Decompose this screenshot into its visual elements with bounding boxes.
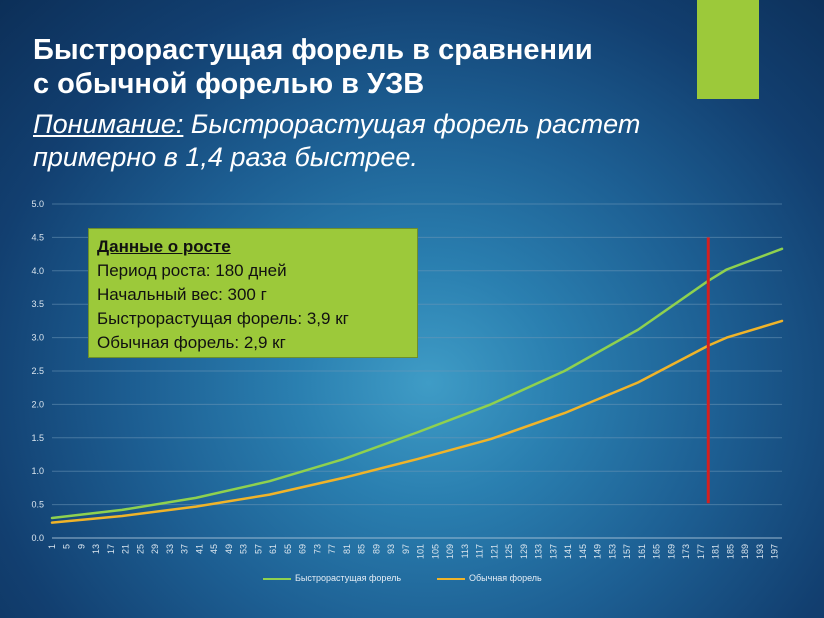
x-tick-label: 69 (298, 544, 308, 554)
x-tick-label: 177 (696, 544, 706, 559)
x-tick-label: 161 (637, 544, 647, 559)
legend-item-normal: Обычная форель (437, 571, 542, 585)
y-tick-label: 3.0 (31, 333, 44, 343)
series-line-fast (50, 247, 784, 520)
x-tick-label: 17 (106, 544, 116, 554)
x-tick-label: 137 (548, 544, 558, 559)
legend-swatch-fast (263, 577, 291, 580)
x-tick-label: 81 (342, 544, 352, 554)
x-tick-label: 73 (312, 544, 322, 554)
info-box-line-fast-weight: Быстрорастущая форель: 3,9 кг (97, 309, 349, 328)
x-tick-label: 165 (652, 544, 662, 559)
x-tick-label: 1 (47, 544, 57, 549)
x-tick-label: 53 (239, 544, 249, 554)
y-tick-label: 3.5 (31, 299, 44, 309)
x-tick-label: 45 (209, 544, 219, 554)
x-tick-label: 193 (755, 544, 765, 559)
y-tick-label: 2.0 (31, 399, 44, 409)
info-box-line-normal-weight: Обычная форель: 2,9 кг (97, 333, 286, 352)
legend-item-fast: Быстрорастущая форель (263, 571, 401, 585)
x-tick-label: 181 (711, 544, 721, 559)
info-box-heading: Данные о росте (97, 237, 231, 256)
x-tick-label: 125 (504, 544, 514, 559)
info-box-line-period: Период роста: 180 дней (97, 261, 287, 280)
y-tick-label: 0.5 (31, 500, 44, 510)
x-tick-label: 93 (386, 544, 396, 554)
x-tick-label: 85 (357, 544, 367, 554)
x-tick-label: 145 (578, 544, 588, 559)
slide-title-line-1: Быстрорастущая форель в сравнении (33, 34, 593, 66)
x-tick-label: 49 (224, 544, 234, 554)
x-tick-label: 101 (416, 544, 426, 559)
x-tick-label: 57 (253, 544, 263, 554)
y-tick-label: 5.0 (31, 199, 44, 209)
x-tick-label: 113 (460, 544, 470, 558)
x-tick-label: 173 (681, 544, 691, 559)
x-tick-label: 97 (401, 544, 411, 554)
x-tick-label: 133 (534, 544, 544, 559)
slide-title-line-2: с обычной форелью в УЗВ (33, 68, 425, 100)
x-tick-label: 157 (622, 544, 632, 559)
x-tick-label: 185 (725, 544, 735, 559)
y-tick-label: 4.0 (31, 266, 44, 276)
x-tick-label: 149 (593, 544, 603, 559)
subtitle-label: Понимание: (33, 109, 184, 139)
x-tick-label: 141 (563, 544, 573, 559)
legend-swatch-normal (437, 577, 465, 580)
x-tick-label: 9 (76, 544, 86, 549)
accent-block (697, 0, 759, 99)
growth-info-box: Данные о росте Период роста: 180 дней На… (88, 228, 418, 358)
x-tick-label: 33 (165, 544, 175, 554)
y-tick-label: 1.0 (31, 466, 44, 476)
chart-legend: Быстрорастущая форель Обычная форель (0, 571, 824, 585)
x-tick-label: 89 (371, 544, 381, 554)
x-tick-label: 65 (283, 544, 293, 554)
x-tick-label: 153 (607, 544, 617, 559)
x-tick-label: 41 (194, 544, 204, 554)
x-tick-label: 5 (62, 544, 72, 549)
y-tick-label: 0.0 (31, 533, 44, 543)
y-tick-label: 2.5 (31, 366, 44, 376)
x-tick-label: 189 (740, 544, 750, 559)
x-tick-label: 105 (430, 544, 440, 559)
legend-label-fast: Быстрорастущая форель (295, 573, 402, 583)
x-tick-label: 77 (327, 544, 337, 554)
x-tick-label: 121 (489, 544, 499, 559)
x-tick-label: 61 (268, 544, 278, 554)
x-tick-label: 129 (519, 544, 529, 559)
x-tick-label: 169 (666, 544, 676, 559)
series-line-normal (50, 319, 784, 524)
slide-title: Быстрорастущая форель в сравнении с обыч… (33, 33, 693, 101)
y-tick-label: 1.5 (31, 433, 44, 443)
legend-label-normal: Обычная форель (469, 573, 542, 583)
subtitle-text: Быстрорастущая форель растет примерно в … (33, 109, 641, 172)
x-tick-label: 13 (91, 544, 101, 554)
y-tick-label: 4.5 (31, 232, 44, 242)
x-tick-label: 117 (475, 544, 485, 558)
x-tick-label: 37 (180, 544, 190, 554)
info-box-line-start-weight: Начальный вес: 300 г (97, 285, 267, 304)
x-tick-label: 109 (445, 544, 455, 559)
x-tick-label: 25 (135, 544, 145, 554)
x-tick-label: 197 (770, 544, 780, 559)
x-tick-label: 21 (121, 544, 131, 554)
slide-subtitle: Понимание: Быстрорастущая форель растет … (33, 108, 693, 174)
x-tick-label: 29 (150, 544, 160, 554)
